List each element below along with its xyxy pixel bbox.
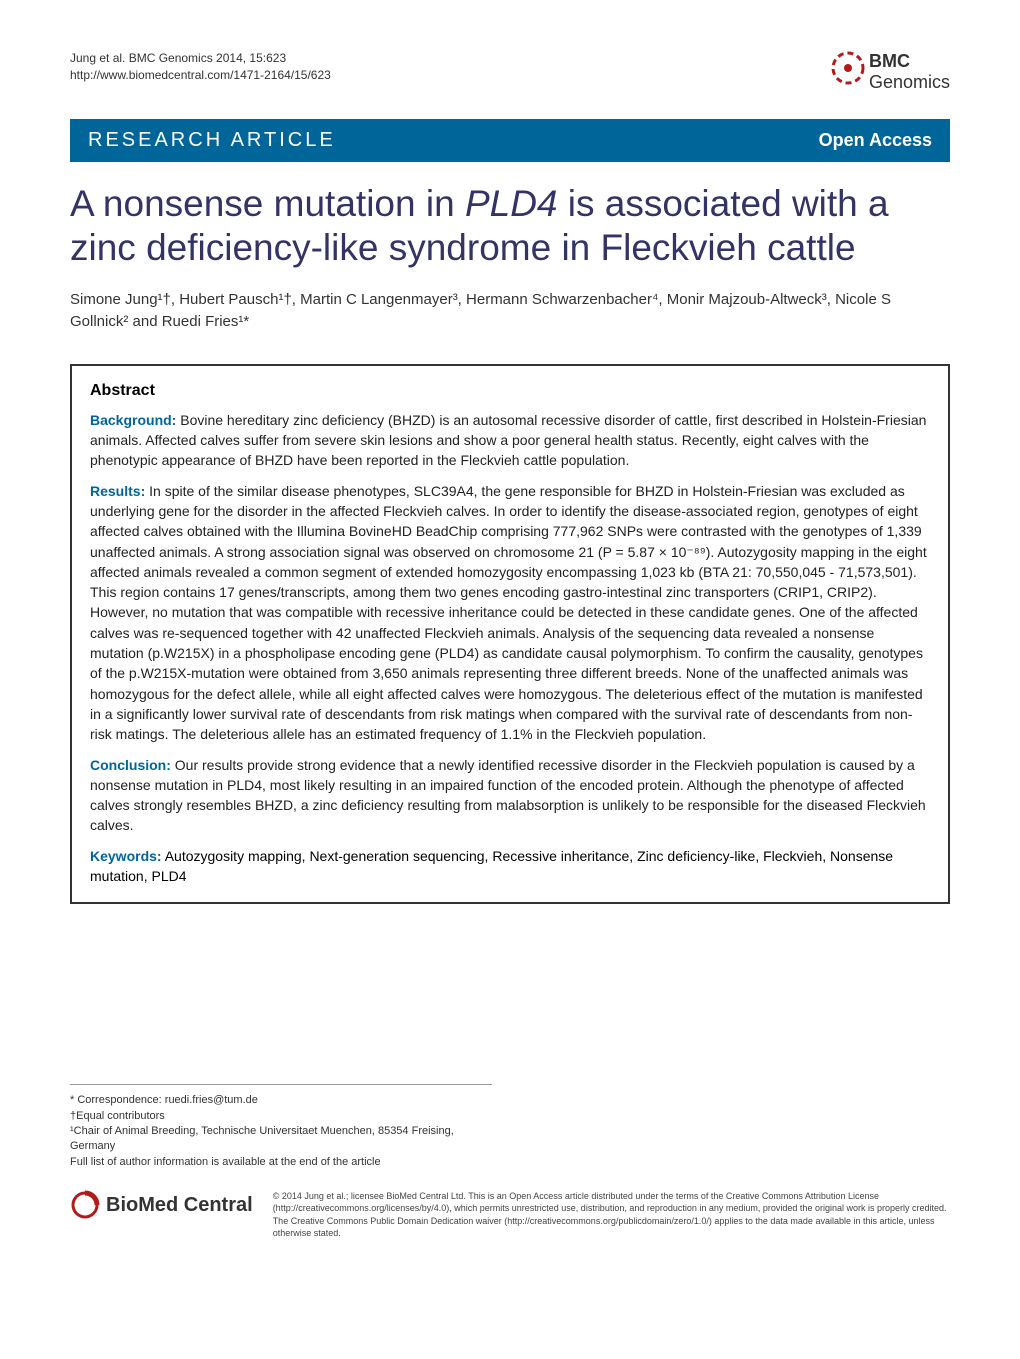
abstract-container: Abstract Background: Bovine hereditary z… <box>70 364 950 905</box>
journal-logo: BMC Genomics <box>831 50 950 94</box>
biomed-logo-text: BioMed Central <box>106 1194 253 1217</box>
author-list: Simone Jung¹†, Hubert Pausch¹†, Martin C… <box>70 289 950 334</box>
license-text: © 2014 Jung et al.; licensee BioMed Cent… <box>273 1190 950 1239</box>
conclusion-label: Conclusion: <box>90 757 171 773</box>
abstract-results: Results: In spite of the similar disease… <box>90 481 930 745</box>
correspondence-line: * Correspondence: ruedi.fries@tum.de <box>70 1093 492 1108</box>
results-text: In spite of the similar disease phenotyp… <box>90 483 927 743</box>
equal-contributors-line: †Equal contributors <box>70 1109 492 1124</box>
full-list-line: Full list of author information is avail… <box>70 1155 492 1170</box>
abstract-keywords: Keywords: Autozygosity mapping, Next-gen… <box>90 846 930 887</box>
background-label: Background: <box>90 412 176 428</box>
open-access-label: Open Access <box>819 130 932 151</box>
footer-author-info: * Correspondence: ruedi.fries@tum.de †Eq… <box>70 1084 492 1170</box>
conclusion-text: Our results provide strong evidence that… <box>90 757 926 834</box>
page-container: Jung et al. BMC Genomics 2014, 15:623 ht… <box>0 0 1020 1269</box>
background-text: Bovine hereditary zinc deficiency (BHZD)… <box>90 412 926 469</box>
results-label: Results: <box>90 483 145 499</box>
abstract-heading: Abstract <box>90 382 930 400</box>
abstract-background: Background: Bovine hereditary zinc defic… <box>90 410 930 471</box>
biomed-logo-icon <box>70 1190 100 1220</box>
page-header: Jung et al. BMC Genomics 2014, 15:623 ht… <box>70 50 950 94</box>
title-part-1: A nonsense mutation in <box>70 183 465 224</box>
article-type-banner: RESEARCH ARTICLE Open Access <box>70 119 950 162</box>
citation-url: http://www.biomedcentral.com/1471-2164/1… <box>70 67 331 84</box>
title-gene-italic: PLD4 <box>465 183 558 224</box>
citation-line-1: Jung et al. BMC Genomics 2014, 15:623 <box>70 50 331 67</box>
article-title: A nonsense mutation in PLD4 is associate… <box>70 182 950 271</box>
footer-license-bar: BioMed Central © 2014 Jung et al.; licen… <box>70 1190 950 1239</box>
citation-block: Jung et al. BMC Genomics 2014, 15:623 ht… <box>70 50 331 84</box>
bmc-logo-icon <box>831 50 865 94</box>
logo-prefix: BMC <box>869 51 910 71</box>
keywords-label: Keywords: <box>90 848 162 864</box>
logo-name: Genomics <box>869 72 950 92</box>
biomed-central-logo: BioMed Central <box>70 1190 253 1220</box>
article-type-label: RESEARCH ARTICLE <box>88 129 336 152</box>
journal-logo-text: BMC Genomics <box>869 51 950 93</box>
keywords-text: Autozygosity mapping, Next-generation se… <box>90 848 893 884</box>
abstract-conclusion: Conclusion: Our results provide strong e… <box>90 755 930 836</box>
affiliation-line: ¹Chair of Animal Breeding, Technische Un… <box>70 1124 492 1155</box>
